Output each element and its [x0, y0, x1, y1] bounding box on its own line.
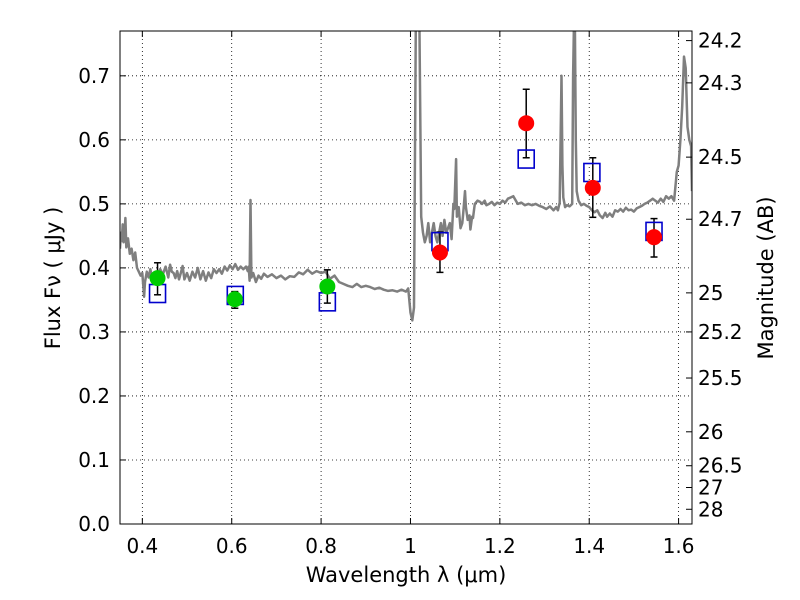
y-tick-label: 0.6 [78, 128, 110, 152]
model-box-series [148, 149, 663, 312]
right-tick-label: 27 [698, 476, 723, 500]
right-tick-label: 26.5 [698, 454, 743, 478]
data-point [646, 229, 663, 246]
data-point [319, 278, 336, 295]
right-tick-label: 25 [698, 281, 723, 305]
data-point-series [149, 115, 663, 308]
y-tick-label: 0.5 [78, 192, 110, 216]
y-axis-label: Flux Fν ( μJy ) [41, 207, 65, 350]
right-tick-label: 24.2 [698, 29, 743, 53]
x-axis-ticks: 0.4 0.6 0.8 1 1.2 1.4 1.6 [126, 31, 695, 558]
y-axis-ticks: 0.0 0.1 0.2 0.3 0.4 0.5 0.6 0.7 [78, 64, 126, 536]
plot-frame [119, 30, 693, 525]
x-axis-label: Wavelength λ (μm) [306, 563, 507, 587]
data-point [431, 244, 448, 261]
data-point [518, 115, 535, 132]
model-box [583, 162, 601, 183]
x-tick-label: 0.8 [305, 534, 337, 558]
x-tick-label: 1 [404, 534, 417, 558]
x-tick-label: 0.6 [216, 534, 248, 558]
x-tick-label: 1.2 [484, 534, 516, 558]
data-point [226, 291, 243, 308]
x-tick-label: 1.6 [663, 534, 695, 558]
spectrum-series [120, 31, 692, 322]
right-tick-label: 28 [698, 497, 723, 521]
right-tick-label: 25.5 [698, 366, 743, 390]
x-tick-label: 1.4 [573, 534, 605, 558]
right-tick-label: 25.2 [698, 320, 743, 344]
right-axis-label: Magnitude (AB) [754, 196, 778, 359]
y-tick-label: 0.1 [78, 448, 110, 472]
x-tick-label: 0.4 [126, 534, 158, 558]
y-tick-label: 0.4 [78, 256, 110, 280]
y-tick-label: 0.0 [78, 512, 110, 536]
y-tick-label: 0.3 [78, 320, 110, 344]
grid [120, 31, 692, 524]
y-tick-label: 0.7 [78, 64, 110, 88]
data-point [149, 270, 166, 287]
y-tick-label: 0.2 [78, 384, 110, 408]
right-tick-label: 24.7 [698, 207, 743, 231]
spectrum-line [120, 31, 692, 322]
right-tick-label: 26 [698, 420, 723, 444]
right-tick-label: 24.3 [698, 71, 743, 95]
model-box [517, 149, 536, 169]
error-bars [154, 88, 658, 309]
right-tick-label: 24.5 [698, 145, 743, 169]
data-point [584, 179, 601, 196]
